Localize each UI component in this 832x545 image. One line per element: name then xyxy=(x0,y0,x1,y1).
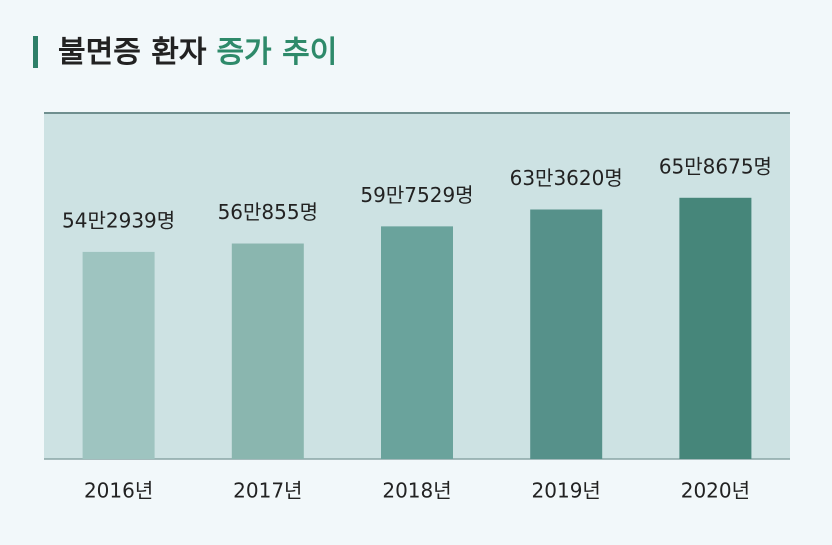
x-tick-label: 2016년 xyxy=(84,479,153,503)
x-tick-label: 2019년 xyxy=(532,479,601,503)
value-label: 65만8675명 xyxy=(659,154,772,178)
title-highlight: 증가 추이 xyxy=(216,35,337,70)
value-label: 63만3620명 xyxy=(510,166,623,190)
value-label: 59만7529명 xyxy=(360,183,473,207)
title-marker xyxy=(33,36,38,68)
x-tick-label: 2020년 xyxy=(681,479,750,503)
title-part: 불면증 환자 xyxy=(58,35,207,70)
value-label: 54만2939명 xyxy=(62,208,175,232)
bar xyxy=(679,197,752,460)
bar xyxy=(381,226,453,459)
x-tick-label: 2017년 xyxy=(233,479,302,503)
bar xyxy=(231,243,304,459)
x-tick-label: 2018년 xyxy=(382,479,451,503)
chart-title: 불면증 환자 증가 추이 xyxy=(58,35,337,70)
value-label: 56만855명 xyxy=(218,200,318,224)
bar xyxy=(530,209,603,459)
bar xyxy=(82,251,155,459)
